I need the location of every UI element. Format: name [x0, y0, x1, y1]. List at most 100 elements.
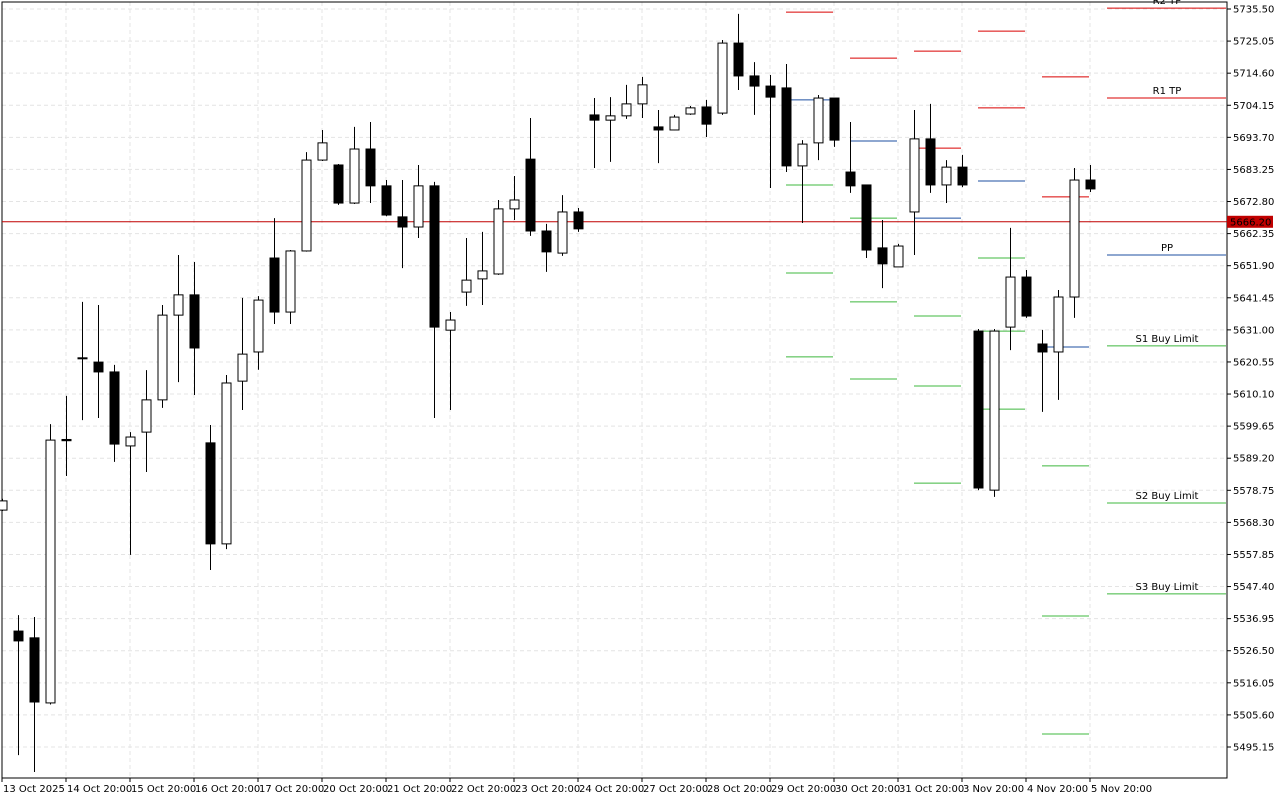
y-tick-label: 5578.75 — [1233, 486, 1274, 497]
x-tick-label: 24 Oct 20:00 — [579, 784, 644, 795]
level-label: S2 Buy Limit — [1136, 491, 1199, 502]
x-tick-label: 22 Oct 20:00 — [451, 784, 516, 795]
y-tick-label: 5557.85 — [1233, 550, 1274, 561]
candle-body — [1005, 276, 1016, 328]
level-label: R2 TP — [1153, 0, 1182, 7]
candle-body — [317, 142, 328, 161]
x-tick-label: 4 Nov 20:00 — [1027, 784, 1088, 795]
y-tick-label: 5505.60 — [1233, 710, 1274, 721]
candle-body — [1021, 276, 1032, 317]
candle-body — [893, 245, 904, 268]
candle-body — [845, 171, 856, 187]
x-tick-label: 13 Oct 2025 — [3, 784, 65, 795]
candle-body — [957, 166, 968, 186]
y-tick-label: 5516.05 — [1233, 678, 1274, 689]
y-tick-label: 5568.30 — [1233, 518, 1274, 529]
candle-body — [173, 294, 184, 316]
candle-body — [1085, 179, 1096, 190]
x-tick-label: 27 Oct 20:00 — [643, 784, 708, 795]
candle-body — [45, 439, 56, 704]
y-tick-label: 5620.55 — [1233, 357, 1274, 368]
level-label: PP — [1161, 243, 1173, 254]
candle-body — [397, 216, 408, 228]
candle-body — [941, 166, 952, 186]
candle-body — [269, 257, 280, 313]
candle-body — [29, 637, 40, 703]
y-tick-label: 5672.80 — [1233, 197, 1274, 208]
current-price-box — [1227, 215, 1273, 228]
candle-body — [765, 85, 776, 98]
y-tick-label: 5589.20 — [1233, 454, 1274, 465]
candle-body — [669, 116, 680, 131]
candle-body — [477, 270, 488, 280]
candle-body — [989, 330, 1000, 491]
y-tick-label: 5631.00 — [1233, 325, 1274, 336]
candle-body — [141, 399, 152, 433]
x-tick-label: 5 Nov 20:00 — [1091, 784, 1152, 795]
candle-body — [381, 185, 392, 216]
candle-body — [573, 211, 584, 230]
candle-body — [749, 75, 760, 87]
candle-body — [13, 630, 24, 642]
y-tick-label: 5641.45 — [1233, 293, 1274, 304]
candle-body — [653, 126, 664, 131]
y-tick-label: 5547.40 — [1233, 582, 1274, 593]
x-tick-label: 29 Oct 20:00 — [771, 784, 836, 795]
candle-body — [541, 230, 552, 253]
candle-body — [829, 97, 840, 141]
y-tick-label: 5610.10 — [1233, 390, 1274, 401]
candle-body — [61, 438, 72, 442]
candle-body — [0, 500, 8, 511]
x-tick-label: 21 Oct 20:00 — [387, 784, 452, 795]
candle-body — [253, 299, 264, 353]
candle-body — [781, 87, 792, 167]
candle-body — [189, 294, 200, 349]
candle-body — [77, 357, 88, 360]
candle-body — [461, 279, 472, 293]
candle-body — [429, 185, 440, 328]
x-tick-label: 20 Oct 20:00 — [323, 784, 388, 795]
y-tick-label: 5495.15 — [1233, 742, 1274, 753]
candle-body — [221, 382, 232, 545]
y-tick-label: 5599.65 — [1233, 422, 1274, 433]
x-tick-label: 3 Nov 20:00 — [963, 784, 1024, 795]
candle-body — [877, 247, 888, 265]
candle-body — [445, 319, 456, 331]
candle-body — [1053, 296, 1064, 353]
candle-body — [733, 42, 744, 77]
candle-body — [701, 106, 712, 125]
y-tick-label: 5651.90 — [1233, 261, 1274, 272]
candle-body — [301, 159, 312, 252]
candle-body — [797, 143, 808, 167]
candle-body — [973, 330, 984, 489]
y-tick-label: 5662.35 — [1233, 229, 1274, 240]
candle-body — [157, 314, 168, 401]
candle-body — [813, 97, 824, 144]
candle-body — [925, 138, 936, 186]
x-tick-label: 28 Oct 20:00 — [707, 784, 772, 795]
candle-body — [493, 208, 504, 275]
candle-body — [1069, 179, 1080, 298]
candle-body — [717, 42, 728, 114]
candle-body — [237, 353, 248, 382]
candle-body — [1037, 343, 1048, 353]
y-tick-label: 5526.50 — [1233, 646, 1274, 657]
candle-body — [93, 361, 104, 373]
x-tick-label: 14 Oct 20:00 — [67, 784, 132, 795]
candle-body — [605, 115, 616, 121]
y-tick-label: 5725.05 — [1233, 37, 1274, 48]
x-tick-label: 16 Oct 20:00 — [195, 784, 260, 795]
candle-body — [109, 371, 120, 445]
candle-body — [333, 164, 344, 204]
y-tick-label: 5714.60 — [1233, 69, 1274, 80]
candle-body — [861, 184, 872, 251]
level-label: S3 Buy Limit — [1136, 582, 1199, 593]
candle-body — [557, 211, 568, 254]
y-tick-label: 5735.50 — [1233, 5, 1274, 16]
candle-body — [621, 103, 632, 117]
candle-body — [589, 114, 600, 121]
candle-body — [365, 148, 376, 187]
level-label: R1 TP — [1153, 86, 1182, 97]
x-tick-label: 15 Oct 20:00 — [131, 784, 196, 795]
